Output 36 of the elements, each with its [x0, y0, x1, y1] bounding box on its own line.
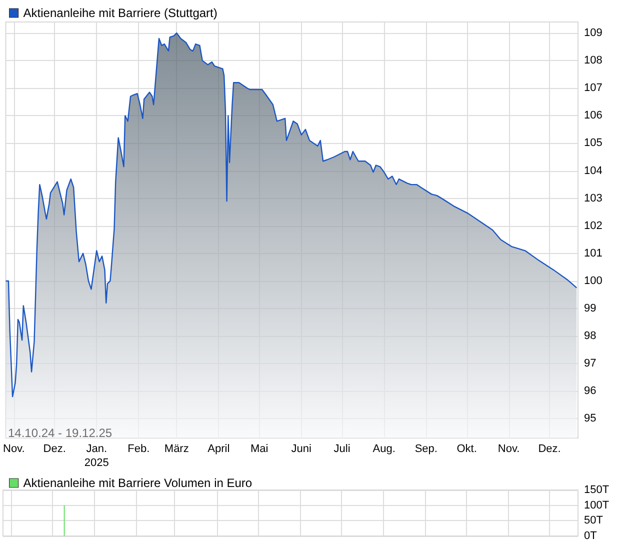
y-tick-label: 50T	[584, 514, 604, 527]
y-tick-label: 109	[584, 27, 602, 40]
y-tick-label: 0T	[584, 530, 598, 542]
y-tick-label: 150T	[584, 484, 610, 496]
legend-label: Aktienanleihe mit Barriere (Stuttgart)	[23, 6, 218, 20]
x-tick-label: April	[208, 443, 230, 455]
y-tick-label: 95	[584, 412, 596, 425]
y-tick-label: 102	[584, 220, 602, 232]
y-tick-label: 100	[584, 274, 602, 287]
x-tick-label: Sep.	[414, 443, 438, 455]
y-tick-label: 108	[584, 54, 602, 67]
x-tick-label: Juni	[291, 443, 312, 455]
y-tick-label: 97	[584, 358, 596, 370]
x-tick-label: Jan. 2025	[84, 443, 109, 469]
x-tick-label: Okt.	[456, 443, 477, 455]
y-tick-label: 106	[584, 110, 602, 122]
y-tick-label: 107	[584, 82, 602, 94]
y-tick-label: 100T	[584, 499, 610, 512]
y-tick-label: 105	[584, 137, 602, 150]
x-tick-label: Nov.	[2, 443, 25, 455]
y-tick-label: 103	[584, 192, 602, 204]
legend-label: Aktienanleihe mit Barriere Volumen in Euro	[23, 476, 252, 490]
y-tick-label: 99	[584, 302, 596, 315]
y-tick-label: 101	[584, 247, 602, 260]
x-tick-label: Dez.	[43, 443, 66, 455]
annotation: 14.10.24 - 19.12.25	[8, 426, 112, 440]
x-tick-label: Aug.	[372, 443, 396, 455]
y-tick-label: 104	[584, 164, 602, 177]
x-tick-label: Feb.	[128, 443, 150, 455]
x-tick-label: März	[164, 443, 189, 455]
x-tick-label: Nov.	[498, 443, 520, 455]
x-tick-label: Mai	[250, 443, 268, 455]
x-tick-label: Juli	[334, 443, 350, 455]
y-tick-label: 96	[584, 385, 596, 398]
y-tick-label: 98	[584, 330, 596, 342]
x-tick-label: Dez.	[538, 443, 561, 455]
